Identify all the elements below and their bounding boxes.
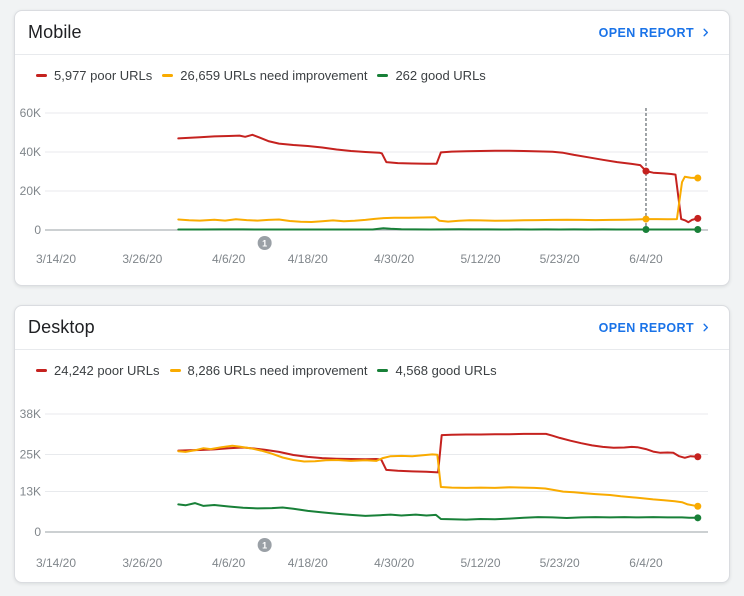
series-line-poor [177, 432, 699, 474]
open-report-label: OPEN REPORT [598, 25, 694, 40]
legend-item-poor[interactable]: 24,242 poor URLs [36, 363, 160, 378]
y-tick-label: 40K [20, 145, 41, 159]
x-tick-label: 3/14/20 [36, 252, 76, 266]
legend-label: 26,659 URLs need improvement [180, 67, 368, 83]
series-line-needs_improvement [177, 175, 699, 223]
legend-item-needs-improvement[interactable]: 8,286 URLs need improvement [169, 362, 368, 378]
x-tick-label: 4/30/20 [374, 252, 414, 266]
y-tick-label: 38K [20, 407, 41, 421]
x-tick-label: 5/12/20 [460, 556, 500, 570]
data-point-dot [694, 514, 702, 522]
x-tick-label: 4/18/20 [288, 556, 328, 570]
series-line-good [177, 227, 699, 231]
svg-text:1: 1 [262, 239, 267, 249]
chevron-right-icon [703, 28, 709, 37]
x-tick-label: 4/6/20 [212, 252, 246, 266]
open-report-link[interactable]: OPEN REPORT [599, 321, 711, 335]
y-tick-label: 0 [34, 525, 41, 539]
series-line-poor [177, 133, 699, 224]
legend-label: 8,286 URLs need improvement [187, 362, 368, 378]
legend-item-good[interactable]: 262 good URLs [377, 67, 486, 83]
data-point-dot [694, 174, 702, 182]
data-point-dot [694, 214, 702, 222]
data-point-dot [642, 225, 650, 233]
open-report-link[interactable]: OPEN REPORT [599, 26, 711, 40]
svg-text:1: 1 [262, 541, 267, 551]
legend: 5,977 poor URLs 26,659 URLs need improve… [36, 66, 729, 84]
x-tick-label: 4/18/20 [288, 252, 328, 266]
x-tick-label: 4/6/20 [212, 556, 246, 570]
x-tick-label: 3/26/20 [122, 556, 162, 570]
y-tick-label: 13K [20, 485, 41, 499]
annotation-marker[interactable]: 1 [257, 236, 272, 250]
open-report-label: OPEN REPORT [598, 320, 694, 335]
y-tick-label: 20K [20, 184, 41, 198]
x-tick-label: 5/23/20 [540, 252, 580, 266]
legend-label: 5,977 poor URLs [54, 67, 153, 83]
legend-label: 4,568 good URLs [395, 362, 497, 378]
legend-item-poor[interactable]: 5,977 poor URLs [36, 68, 152, 83]
x-tick-label: 3/26/20 [122, 252, 162, 266]
x-tick-label: 4/30/20 [374, 556, 414, 570]
data-point-dot [694, 502, 702, 510]
x-tick-label: 5/12/20 [460, 252, 500, 266]
series-line-needs_improvement [177, 444, 699, 508]
desktop-card: Desktop OPEN REPORT 24,242 poor URLs 8,2… [14, 305, 730, 583]
mobile-card: Mobile OPEN REPORT 5,977 poor URLs 26,65… [14, 10, 730, 286]
poor-swatch-icon [36, 368, 47, 372]
page-title: Desktop [28, 317, 95, 337]
y-tick-label: 0 [34, 223, 41, 237]
data-point-dot [694, 453, 702, 461]
annotation-marker[interactable]: 1 [257, 538, 272, 552]
legend-label: 24,242 poor URLs [54, 362, 160, 378]
chevron-right-icon [703, 323, 709, 332]
y-tick-label: 60K [20, 106, 41, 120]
needs-improvement-swatch-icon [162, 73, 174, 77]
desktop-card-header: Desktop OPEN REPORT [15, 306, 729, 350]
x-tick-label: 3/14/20 [36, 556, 76, 570]
mobile-chart[interactable]: 60K 40K 20K 0 3/14/20 3/26/20 4/6/20 4/18/20 4/3… [15, 11, 731, 287]
page-title: Mobile [28, 22, 82, 42]
poor-swatch-icon [36, 73, 47, 77]
x-tick-label: 6/4/20 [629, 556, 663, 570]
legend: 24,242 poor URLs 8,286 URLs need improve… [36, 361, 729, 379]
series-line-good [177, 502, 699, 521]
legend-item-good[interactable]: 4,568 good URLs [377, 362, 497, 378]
needs-improvement-swatch-icon [169, 368, 181, 372]
data-point-dot [694, 225, 702, 233]
data-point-dot [642, 215, 650, 223]
good-swatch-icon [377, 368, 389, 372]
desktop-chart[interactable]: 38K 25K 13K 0 3/14/20 3/26/20 4/6/20 4/18/20 4/3… [15, 306, 731, 584]
data-point-dot [642, 167, 650, 175]
legend-label: 262 good URLs [395, 67, 486, 83]
x-tick-label: 6/4/20 [629, 252, 663, 266]
legend-item-needs-improvement[interactable]: 26,659 URLs need improvement [162, 68, 367, 83]
x-tick-label: 5/23/20 [540, 556, 580, 570]
good-swatch-icon [377, 73, 389, 77]
mobile-card-header: Mobile OPEN REPORT [15, 11, 729, 55]
y-tick-label: 25K [20, 447, 41, 461]
